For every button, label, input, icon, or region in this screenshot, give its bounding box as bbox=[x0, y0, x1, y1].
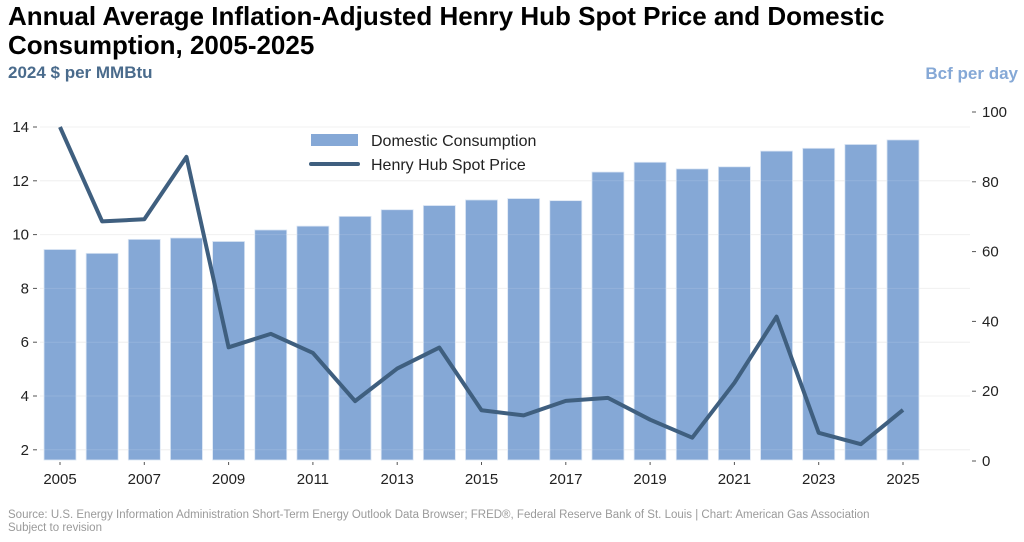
chart-title: Annual Average Inflation-Adjusted Henry … bbox=[8, 1, 885, 60]
legend-swatch-consumption bbox=[311, 134, 358, 146]
footer: Source: U.S. Energy Information Administ… bbox=[8, 509, 870, 535]
revision-note: Subject to revision bbox=[8, 522, 102, 534]
left-tick-label: 10 bbox=[12, 227, 29, 244]
bar-consumption-2005 bbox=[43, 249, 77, 461]
x-tick-label: 2013 bbox=[381, 471, 414, 488]
left-tick-label: 6 bbox=[21, 334, 29, 351]
bar-consumption-2017 bbox=[549, 200, 583, 461]
left-tick-label: 8 bbox=[21, 280, 29, 297]
bar-consumption-2018 bbox=[591, 171, 625, 461]
left-tick-label: 14 bbox=[12, 119, 29, 136]
source-note: Source: U.S. Energy Information Administ… bbox=[8, 509, 870, 521]
bar-consumption-2025 bbox=[886, 139, 920, 461]
bar-consumption-2016 bbox=[507, 198, 541, 461]
bar-consumption-2019 bbox=[633, 161, 667, 461]
x-axis: 2005 2007 2009 2011 2013 2015 2017 2019 2021 2023… bbox=[43, 462, 920, 488]
right-y-axis: 0 20 40 60 80 100 bbox=[972, 104, 1007, 470]
bar-consumption-2024 bbox=[844, 144, 878, 461]
right-tick-label: 40 bbox=[982, 313, 999, 330]
right-tick-label: 20 bbox=[982, 383, 999, 400]
left-tick-label: 4 bbox=[21, 388, 29, 405]
price-line bbox=[58, 126, 905, 447]
x-tick-label: 2009 bbox=[212, 471, 245, 488]
consumption-bars bbox=[40, 126, 970, 461]
x-tick-label: 2023 bbox=[802, 471, 835, 488]
bar-consumption-2006 bbox=[85, 252, 119, 461]
x-tick-label: 2015 bbox=[465, 471, 498, 488]
left-axis-title: 2024 $ per MMBtu bbox=[8, 63, 153, 82]
bar-consumption-2014 bbox=[422, 205, 456, 461]
bar-consumption-2015 bbox=[465, 199, 498, 461]
left-y-axis: 2 4 6 8 10 12 14 bbox=[12, 119, 37, 459]
x-tick-label: 2017 bbox=[549, 471, 582, 488]
x-tick-label: 2007 bbox=[128, 471, 161, 488]
legend-label-price: Henry Hub Spot Price bbox=[371, 157, 526, 174]
right-axis-title: Bcf per day bbox=[925, 64, 1018, 83]
left-tick-label: 12 bbox=[12, 173, 29, 190]
x-tick-label: 2021 bbox=[718, 471, 751, 488]
bar-consumption-2011 bbox=[296, 225, 330, 461]
bar-consumption-2021 bbox=[718, 166, 751, 461]
bar-consumption-2009 bbox=[212, 241, 246, 461]
x-tick-label: 2011 bbox=[297, 471, 329, 488]
left-tick-label: 2 bbox=[21, 442, 29, 459]
bar-consumption-2013 bbox=[380, 209, 414, 461]
bar-consumption-2012 bbox=[338, 215, 372, 461]
x-tick-label: 2005 bbox=[43, 471, 76, 488]
bar-consumption-2020 bbox=[675, 168, 709, 461]
x-tick-label: 2019 bbox=[633, 471, 666, 488]
legend: Domestic Consumption Henry Hub Spot Pric… bbox=[309, 133, 536, 174]
right-tick-label: 80 bbox=[982, 174, 999, 191]
bar-consumption-2010 bbox=[254, 229, 288, 461]
right-tick-label: 100 bbox=[982, 104, 1007, 121]
right-tick-label: 0 bbox=[982, 453, 990, 470]
bar-consumption-2022 bbox=[760, 150, 793, 461]
x-tick-label: 2025 bbox=[886, 471, 919, 488]
right-tick-label: 60 bbox=[982, 244, 999, 261]
bar-consumption-2008 bbox=[170, 237, 203, 461]
bar-consumption-2023 bbox=[802, 147, 836, 461]
legend-label-consumption: Domestic Consumption bbox=[371, 133, 536, 150]
bar-consumption-2007 bbox=[127, 238, 161, 461]
